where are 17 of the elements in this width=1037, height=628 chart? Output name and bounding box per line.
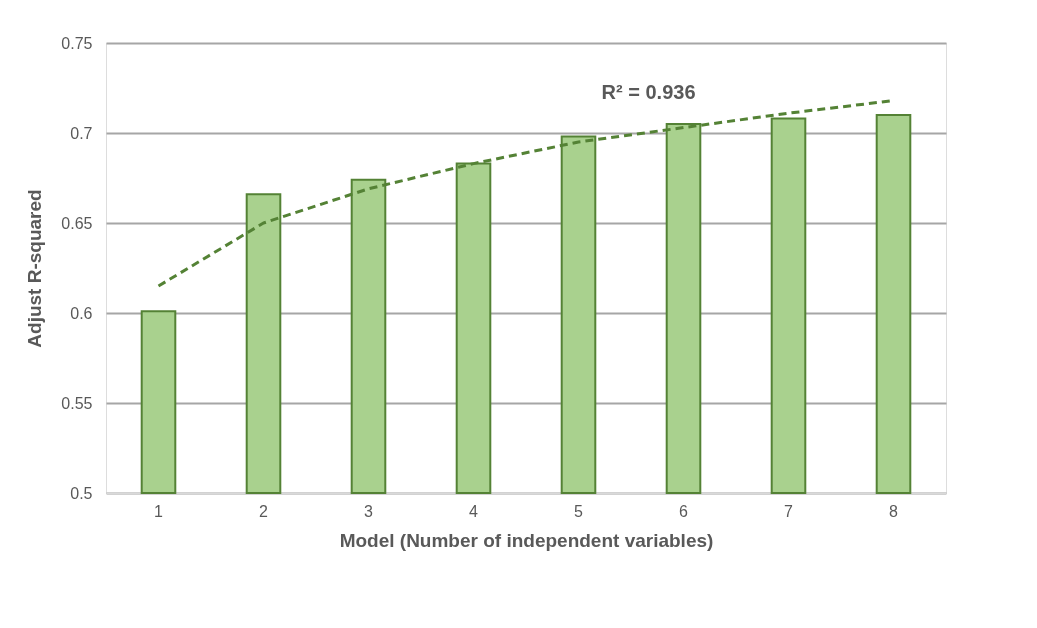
x-tick-label: 1 (154, 502, 164, 520)
x-tick-label: 6 (679, 502, 689, 520)
x-tick-label: 4 (469, 502, 479, 520)
x-tick-label: 3 (364, 502, 374, 520)
y-tick-label: 0.75 (61, 34, 93, 52)
x-tick-label: 5 (574, 502, 584, 520)
x-tick-label: 8 (889, 502, 899, 520)
y-tick-label: 0.6 (70, 304, 93, 322)
y-tick-label: 0.55 (61, 394, 93, 412)
x-axis-title: Model (Number of independent variables) (339, 529, 714, 551)
y-tick-label: 0.65 (61, 214, 93, 232)
x-tick-label: 2 (259, 502, 269, 520)
annotation: R² = 0.936 (601, 80, 696, 103)
x-tick-label: 7 (784, 502, 794, 520)
y-axis-title: Adjust R-squared (24, 189, 46, 348)
y-tick-label: 0.5 (70, 484, 93, 502)
y-tick-label: 0.7 (70, 124, 93, 142)
